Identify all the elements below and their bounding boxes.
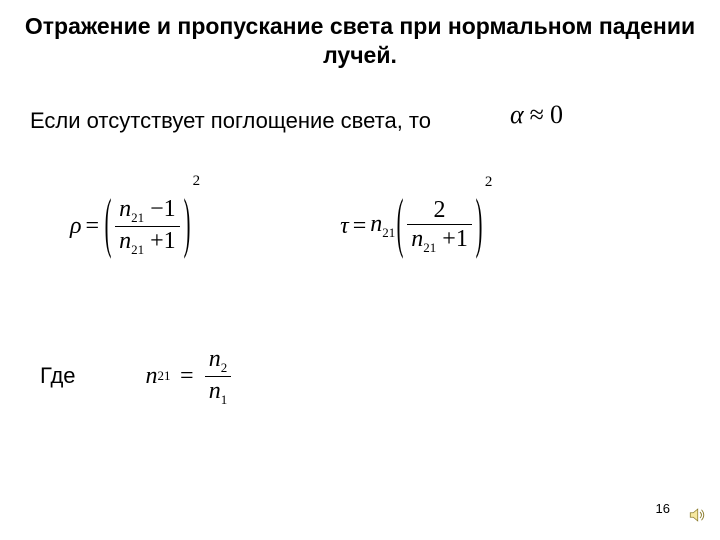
right-paren: ) bbox=[475, 188, 484, 264]
tau-symbol: τ bbox=[340, 213, 349, 240]
where-row: Где n21 = n2 n1 bbox=[40, 345, 233, 408]
tau-fraction: 2 n21 +1 bbox=[407, 196, 472, 256]
equals-sign: = bbox=[86, 213, 100, 240]
tau-formula: τ = n21 ( 2 n21 +1 ) 2 bbox=[340, 196, 492, 256]
n21-denominator: n1 bbox=[205, 377, 232, 408]
rho-denominator: n21 +1 bbox=[115, 227, 180, 258]
approx-symbol: ≈ bbox=[530, 100, 544, 130]
left-paren: ( bbox=[396, 188, 405, 264]
left-paren: ( bbox=[104, 188, 113, 264]
rho-fraction: n21 −1 n21 +1 bbox=[115, 195, 180, 258]
slide-title: Отражение и пропускание света при нормал… bbox=[0, 12, 720, 70]
page-number: 16 bbox=[656, 501, 670, 516]
tau-denominator: n21 +1 bbox=[407, 225, 472, 256]
n21-definition: n21 = n2 n1 bbox=[146, 345, 234, 408]
formula-row: ρ = ( n21 −1 n21 +1 ) 2 τ = n21 bbox=[70, 195, 670, 258]
n21-fraction: n2 n1 bbox=[205, 345, 232, 408]
rho-symbol: ρ bbox=[70, 213, 82, 240]
equals-sign: = bbox=[353, 213, 367, 240]
tau-numerator: 2 bbox=[430, 196, 450, 224]
rho-formula: ρ = ( n21 −1 n21 +1 ) 2 bbox=[70, 195, 200, 258]
right-paren: ) bbox=[182, 188, 191, 264]
exponent-2: 2 bbox=[485, 174, 493, 191]
alpha-approx-zero: α ≈ 0 bbox=[510, 100, 563, 130]
where-label: Где bbox=[40, 363, 76, 389]
premise-text: Если отсутствует поглощение света, то bbox=[30, 108, 431, 134]
alpha-value: 0 bbox=[550, 100, 563, 130]
alpha-symbol: α bbox=[510, 100, 524, 130]
speaker-icon bbox=[688, 506, 706, 524]
n21-numerator: n2 bbox=[205, 345, 232, 376]
tau-coef: n21 bbox=[370, 211, 395, 241]
rho-numerator: n21 −1 bbox=[115, 195, 180, 226]
exponent-2: 2 bbox=[193, 173, 201, 190]
slide: Отражение и пропускание света при нормал… bbox=[0, 0, 720, 540]
